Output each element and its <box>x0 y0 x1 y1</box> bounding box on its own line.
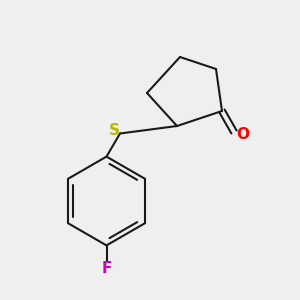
Text: O: O <box>236 127 249 142</box>
Text: F: F <box>101 261 112 276</box>
Text: S: S <box>109 123 120 138</box>
